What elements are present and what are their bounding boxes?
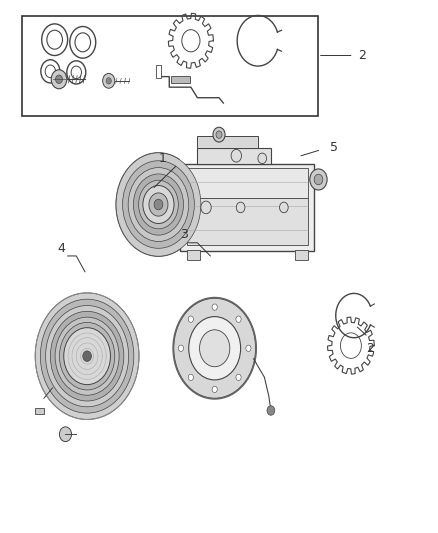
Circle shape [236, 374, 241, 381]
Circle shape [149, 193, 168, 216]
Circle shape [258, 153, 267, 164]
Circle shape [213, 127, 225, 142]
Circle shape [46, 305, 129, 407]
Circle shape [70, 27, 96, 58]
Circle shape [67, 61, 86, 84]
Circle shape [173, 298, 256, 398]
Circle shape [128, 167, 189, 241]
Circle shape [64, 328, 110, 385]
Circle shape [188, 374, 194, 381]
Circle shape [71, 66, 81, 79]
Circle shape [138, 180, 178, 229]
Circle shape [267, 406, 275, 415]
Circle shape [178, 345, 184, 351]
Circle shape [216, 131, 222, 139]
Circle shape [201, 201, 211, 214]
Circle shape [314, 174, 323, 185]
Bar [156, 65, 162, 78]
Circle shape [106, 78, 111, 84]
Bar [22, 16, 318, 116]
Circle shape [35, 293, 139, 419]
Bar [198, 136, 258, 148]
Bar [35, 408, 44, 414]
Bar [187, 249, 200, 260]
Circle shape [279, 202, 288, 213]
Circle shape [60, 322, 115, 390]
Circle shape [51, 70, 67, 89]
Bar [171, 76, 190, 84]
Circle shape [340, 333, 361, 358]
Circle shape [40, 299, 134, 413]
Circle shape [212, 386, 217, 393]
Bar [295, 249, 307, 260]
Circle shape [200, 330, 230, 367]
Circle shape [123, 161, 194, 248]
Text: 2: 2 [367, 342, 374, 355]
Circle shape [236, 316, 241, 322]
Circle shape [182, 30, 200, 52]
Circle shape [154, 199, 163, 210]
Circle shape [47, 30, 63, 49]
Circle shape [50, 311, 124, 401]
Text: 4: 4 [57, 241, 65, 255]
Text: 3: 3 [180, 228, 188, 241]
Circle shape [231, 149, 241, 162]
Circle shape [212, 304, 217, 310]
Bar [187, 198, 307, 245]
Circle shape [116, 153, 201, 256]
Circle shape [60, 427, 71, 442]
Text: 2: 2 [358, 49, 366, 62]
Bar [187, 168, 307, 198]
Text: 5: 5 [330, 141, 338, 155]
Circle shape [102, 74, 115, 88]
Circle shape [188, 316, 194, 322]
Circle shape [143, 185, 174, 223]
Bar [180, 164, 314, 251]
Bar [198, 148, 271, 164]
Circle shape [189, 317, 240, 380]
Text: 1: 1 [159, 152, 167, 165]
Circle shape [55, 317, 119, 395]
Circle shape [42, 24, 67, 55]
Circle shape [75, 33, 91, 52]
Circle shape [41, 60, 60, 83]
Circle shape [246, 345, 251, 351]
Circle shape [45, 65, 56, 78]
Circle shape [83, 351, 92, 361]
Circle shape [56, 75, 63, 84]
Circle shape [310, 169, 327, 190]
Circle shape [134, 174, 184, 235]
Circle shape [236, 202, 245, 213]
